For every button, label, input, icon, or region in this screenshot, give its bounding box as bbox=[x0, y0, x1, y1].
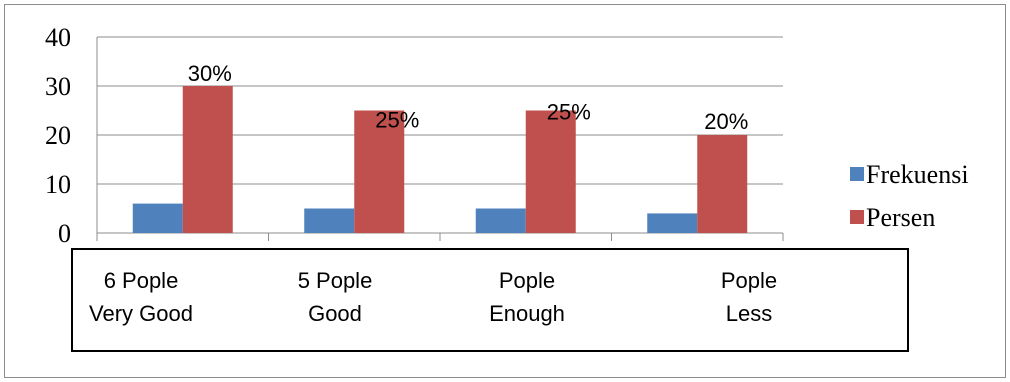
data-label: 30% bbox=[188, 61, 232, 86]
category-4-line-1: Pople bbox=[720, 268, 778, 293]
data-label: 20% bbox=[704, 109, 748, 134]
category-3-line-1: Pople bbox=[498, 268, 556, 293]
data-label: 25% bbox=[375, 108, 419, 133]
y-tick-label: 30 bbox=[45, 72, 71, 101]
bar-persen bbox=[697, 135, 748, 233]
data-label: 25% bbox=[547, 100, 591, 125]
y-tick-label: 20 bbox=[45, 121, 71, 150]
category-label-1: 6 Pople Very Good bbox=[81, 264, 201, 330]
bar-persen bbox=[182, 86, 233, 233]
category-label-3: Pople Enough bbox=[477, 264, 577, 330]
y-tick-label: 40 bbox=[45, 23, 71, 52]
bar-frekuensi bbox=[647, 213, 698, 233]
category-4-line-2: Less bbox=[725, 301, 773, 326]
legend-swatch-persen bbox=[850, 210, 864, 224]
bar-frekuensi bbox=[304, 208, 355, 233]
category-label-2: 5 Pople Good bbox=[285, 264, 385, 330]
y-tick-label: 0 bbox=[58, 219, 71, 248]
category-3-line-2: Enough bbox=[489, 301, 565, 326]
category-1-line-1: 6 Pople bbox=[103, 268, 179, 293]
y-tick-label: 10 bbox=[45, 170, 71, 199]
bar-persen bbox=[525, 110, 576, 233]
legend-label-frekuensi: Frekuensi bbox=[866, 160, 969, 189]
category-1-line-2: Very Good bbox=[89, 301, 193, 326]
category-label-box: 6 Pople Very Good 5 Pople Good Pople Eno… bbox=[71, 248, 909, 352]
legend-label-persen: Persen bbox=[866, 203, 935, 232]
category-2-line-2: Good bbox=[308, 301, 362, 326]
category-2-line-1: 5 Pople bbox=[297, 268, 373, 293]
bar-persen bbox=[354, 110, 405, 233]
chart-frame bbox=[4, 4, 1006, 378]
bar-frekuensi bbox=[132, 203, 183, 233]
bar-frekuensi bbox=[475, 208, 526, 233]
category-label-4: Pople Less bbox=[699, 264, 799, 330]
legend-swatch-frekuensi bbox=[850, 167, 864, 181]
